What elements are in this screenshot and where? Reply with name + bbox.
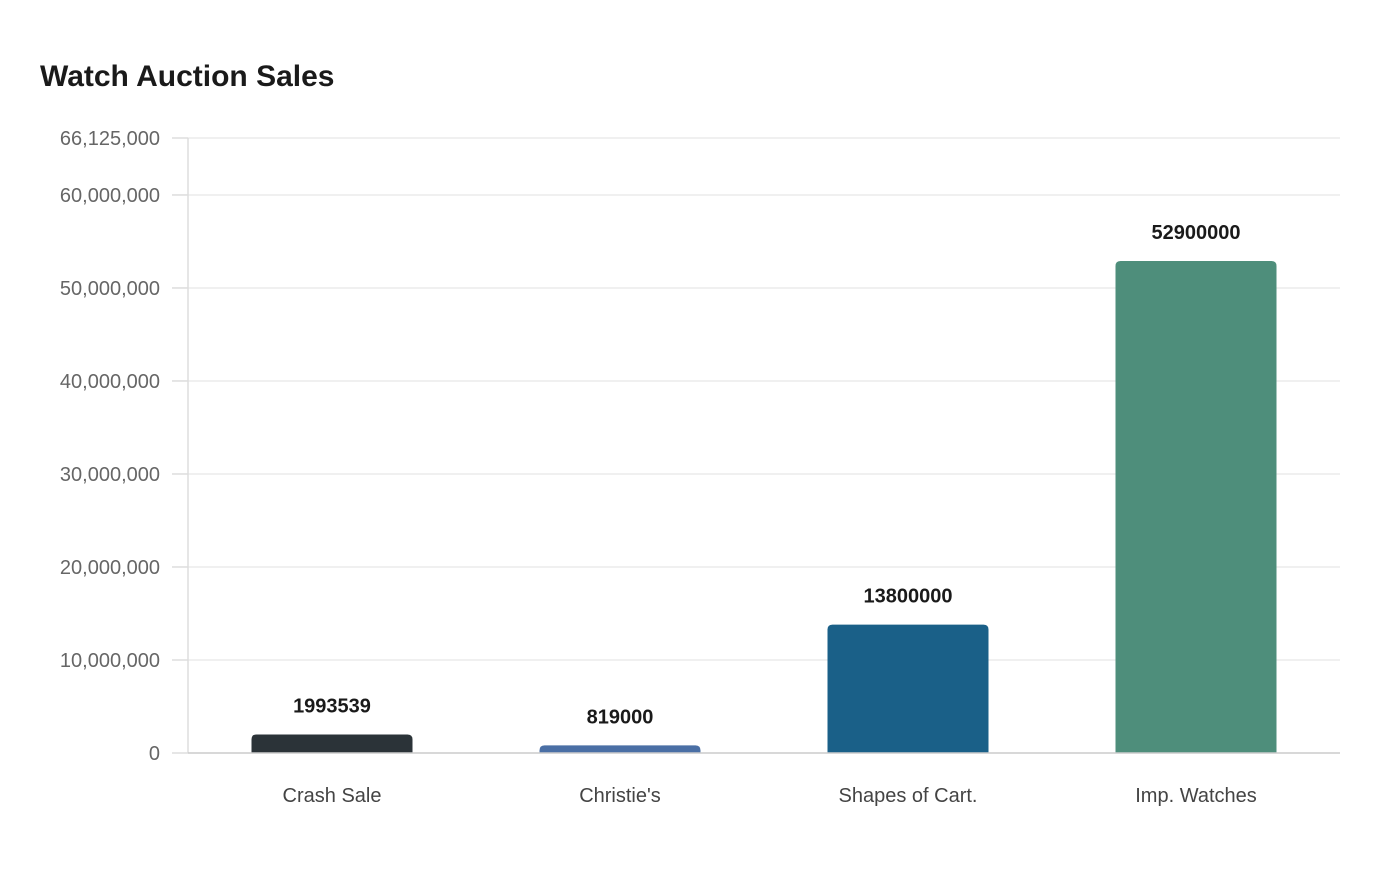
data-label: 13800000 — [864, 586, 953, 608]
bar — [1115, 261, 1277, 753]
bar — [539, 745, 701, 753]
x-tick-label: Christie's — [579, 785, 661, 807]
data-label: 52900000 — [1152, 222, 1241, 244]
y-tick-label: 60,000,000 — [60, 185, 160, 207]
y-tick-label: 40,000,000 — [60, 371, 160, 393]
y-tick-label: 10,000,000 — [60, 650, 160, 672]
data-label: 819000 — [587, 706, 654, 728]
y-tick-label: 30,000,000 — [60, 464, 160, 486]
bar — [251, 734, 413, 753]
y-tick-label: 66,125,000 — [60, 128, 160, 150]
chart-title: Watch Auction Sales — [40, 60, 335, 93]
y-tick-label: 50,000,000 — [60, 278, 160, 300]
y-tick-label: 20,000,000 — [60, 557, 160, 579]
data-label: 1993539 — [293, 695, 371, 717]
x-tick-label: Shapes of Cart. — [839, 785, 978, 807]
x-tick-label: Imp. Watches — [1135, 785, 1257, 807]
y-tick-label: 0 — [149, 743, 160, 765]
bar — [827, 624, 989, 753]
x-tick-label: Crash Sale — [283, 785, 382, 807]
